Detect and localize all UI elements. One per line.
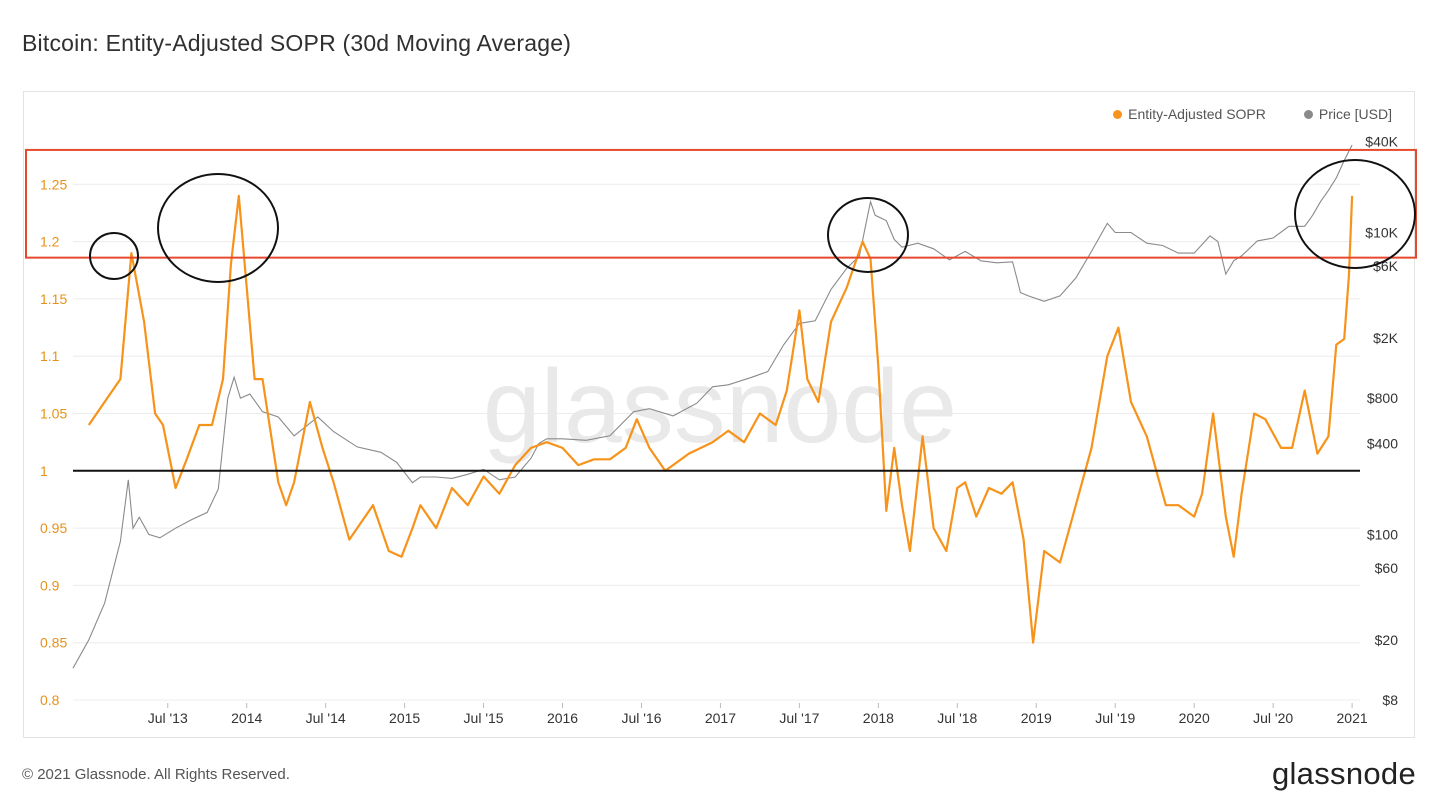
x-tick-label-7: 2017 xyxy=(705,710,736,726)
price-series-line xyxy=(72,144,1353,669)
annotation-circle-0 xyxy=(89,232,139,280)
left-tick-label-4: 1 xyxy=(40,463,48,479)
legend-item-price[interactable]: Price [USD] xyxy=(1303,106,1392,122)
legend-dot-sopr xyxy=(1113,109,1123,119)
annotation-circle-3 xyxy=(1294,159,1416,269)
left-tick-label-9: 1.25 xyxy=(40,176,67,192)
watermark-text: glassnode xyxy=(483,349,957,465)
left-tick-label-2: 0.9 xyxy=(40,577,60,593)
x-tick-label-4: Jul '15 xyxy=(464,710,504,726)
left-tick-label-8: 1.2 xyxy=(40,234,60,250)
legend-dot-price xyxy=(1303,109,1313,119)
x-tick-label-3: 2015 xyxy=(389,710,420,726)
annotation-circle-1 xyxy=(157,173,279,283)
chart-frame xyxy=(23,91,1415,738)
left-tick-label-6: 1.1 xyxy=(40,348,60,364)
x-tick-label-15: 2021 xyxy=(1337,710,1368,726)
copyright-footer: © 2021 Glassnode. All Rights Reserved. xyxy=(22,766,290,783)
x-tick-label-2: Jul '14 xyxy=(306,710,346,726)
chart-legend: Entity-Adjusted SOPR Price [USD] xyxy=(1113,106,1392,122)
left-tick-label-1: 0.85 xyxy=(40,635,67,651)
right-tick-label-1: $20 xyxy=(1375,632,1399,648)
x-tick-label-6: Jul '16 xyxy=(621,710,661,726)
right-tick-label-7: $6K xyxy=(1373,258,1399,274)
highlight-band-rect xyxy=(25,148,1417,259)
x-tick-label-8: Jul '17 xyxy=(779,710,819,726)
x-tick-label-10: Jul '18 xyxy=(937,710,977,726)
sopr-series-line xyxy=(87,194,1354,644)
left-y-axis: 0.8 0.85 0.9 0.95 1 1.05 1.1 1.15 1.2 1.25 xyxy=(40,176,67,708)
page-title: Bitcoin: Entity-Adjusted SOPR (30d Movin… xyxy=(22,30,572,56)
x-tick-label-5: 2016 xyxy=(547,710,578,726)
right-tick-label-0: $8 xyxy=(1382,692,1398,708)
right-tick-label-8: $10K xyxy=(1365,225,1398,241)
right-tick-label-9: $40K xyxy=(1365,134,1398,150)
legend-item-sopr[interactable]: Entity-Adjusted SOPR xyxy=(1113,106,1266,122)
annotation-circles xyxy=(89,159,1416,283)
x-tick-label-13: 2020 xyxy=(1179,710,1210,726)
annotation-circle-2 xyxy=(827,197,909,273)
x-tick-label-11: 2019 xyxy=(1021,710,1052,726)
left-tick-label-3: 0.95 xyxy=(40,520,67,536)
legend-label-sopr: Entity-Adjusted SOPR xyxy=(1128,106,1266,122)
x-tick-label-0: Jul '13 xyxy=(148,710,188,726)
x-tick-label-12: Jul '19 xyxy=(1095,710,1135,726)
right-tick-label-4: $400 xyxy=(1367,436,1398,452)
left-tick-label-7: 1.15 xyxy=(40,291,67,307)
legend-label-price: Price [USD] xyxy=(1318,106,1392,122)
x-axis: Jul '13 2014 Jul '14 2015 Jul '15 2016 Jul '16… xyxy=(148,703,1368,726)
right-tick-label-3: $100 xyxy=(1367,526,1398,542)
left-tick-label-0: 0.8 xyxy=(40,692,60,708)
brand-logo-text: glassnode xyxy=(1271,756,1416,791)
left-tick-label-5: 1.05 xyxy=(40,406,67,422)
right-y-axis: $8 $20 $60 $100 $400 $800 $2K $6K $10K $40K xyxy=(1365,134,1398,708)
right-tick-label-6: $2K xyxy=(1373,330,1399,346)
right-tick-label-2: $60 xyxy=(1375,560,1399,576)
gridlines xyxy=(73,183,1360,701)
right-tick-label-5: $800 xyxy=(1367,390,1398,406)
x-tick-label-1: 2014 xyxy=(231,710,262,726)
x-tick-label-9: 2018 xyxy=(863,710,894,726)
x-tick-label-14: Jul '20 xyxy=(1253,710,1293,726)
